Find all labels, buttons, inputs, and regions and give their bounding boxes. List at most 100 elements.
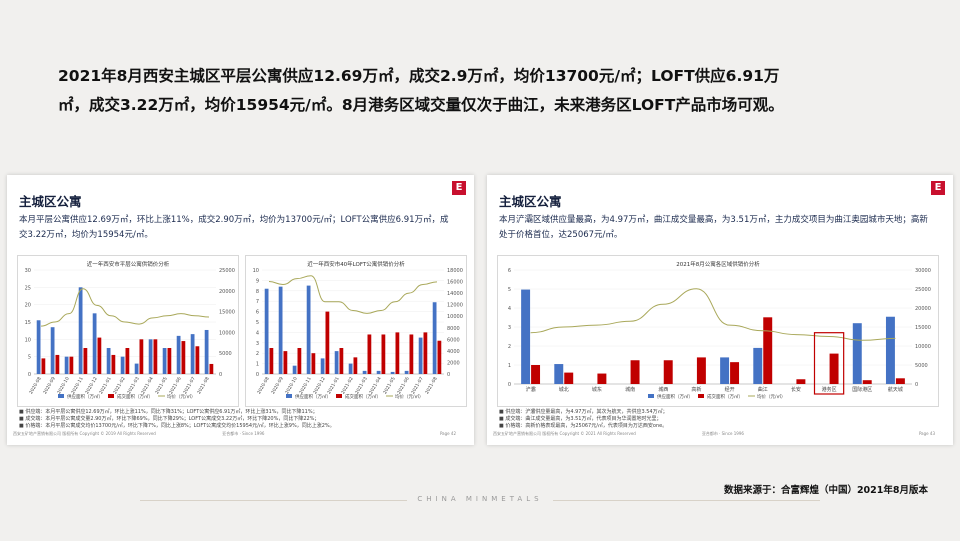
bar-supply	[348, 363, 353, 374]
y-tick-label: 4	[256, 330, 259, 336]
x-tick-label: 2020-10	[56, 376, 71, 395]
y2-tick-label: 25000	[219, 268, 235, 274]
y2-tick-label: 5000	[219, 351, 232, 357]
bar-deal	[97, 337, 102, 374]
bar-supply	[50, 327, 55, 374]
bar-deal	[69, 356, 74, 374]
note-supply: ■ 供应端：本月平层公寓供应12.69万㎡，环比上涨11%，同比下降31%；LO…	[19, 409, 318, 415]
y2-tick-label: 30000	[915, 268, 931, 274]
x-tick-label: 2021-05	[154, 376, 169, 395]
y-tick-label: 3	[256, 341, 259, 347]
bar-deal	[630, 360, 640, 384]
bar-supply	[885, 316, 895, 384]
x-tick-label: 2021-01	[98, 376, 113, 395]
legend-label: 均价（元/㎡）	[167, 393, 196, 400]
legend-swatch-supply	[648, 394, 654, 398]
x-tick-label: 2021-04	[368, 376, 383, 395]
chart-district-apartment-svg: 0 1 2 3 4 5 6 0 5000 10000 15000 20000 25000 30000 浐灞 城…	[508, 268, 931, 400]
bar-deal	[423, 332, 428, 374]
chart-title: 2021年8月公寓各区域供销价分析	[676, 262, 760, 268]
bar-deal	[297, 348, 302, 374]
bar-deal	[409, 334, 414, 374]
legend-swatch-deal	[108, 394, 114, 398]
bar-supply	[106, 348, 111, 374]
footer-page: Page 43	[918, 431, 935, 436]
legend-label: 成交面积（万㎡）	[345, 393, 381, 400]
x-tick-label: 2021-08	[424, 376, 439, 395]
x-tick-label: 国际港区	[852, 386, 872, 393]
y-tick-label: 7	[256, 299, 259, 305]
chart-flat-apartment-svg: 0 5 10 15 20 25 30 0 5000 10000 15000 20000 25000 202…	[25, 268, 235, 400]
chart-title: 近一年西安市40年LOFT公寓供销价分析	[307, 262, 405, 268]
chart-district-apartment: 2021年8月公寓各区域供销价分析 0 1 2 3 4 5 6 0 5000 10000 15000…	[497, 255, 939, 407]
brand-logo-icon: E	[931, 181, 945, 195]
x-tick-label: 经开	[725, 386, 735, 393]
headline-line-2: ㎡，成交3.22万㎡，均价15954元/㎡。8月港务区域交量仅次于曲江，未来港务…	[58, 96, 784, 114]
y-tick-label: 4	[508, 306, 511, 312]
bar-supply	[92, 313, 97, 374]
bar-supply	[852, 323, 862, 384]
y-tick-label: 2	[256, 351, 259, 357]
x-tick-label: 2021-06	[396, 376, 411, 395]
y-tick-label: 6	[256, 310, 259, 316]
bar-deal	[381, 334, 386, 374]
bar-supply	[134, 363, 139, 374]
bar-deal	[597, 373, 607, 384]
y-tick-label: 3	[508, 325, 511, 331]
panel-footer: 西安五矿地产营销有限公司 版权所有 Copyright © 2021 All R…	[493, 431, 947, 437]
bar-deal	[55, 354, 60, 374]
legend-swatch-supply	[286, 394, 292, 398]
x-tick-label: 城南	[625, 386, 635, 393]
footer-copyright: 西安五矿地产营销有限公司 版权所有 Copyright © 2021 All R…	[493, 431, 636, 436]
x-tick-label: 2021-07	[410, 376, 425, 395]
note-price: ■ 价格端：高新价格表现最高，为25067元/㎡，代表项目为万达西安one。	[499, 423, 668, 429]
brand-logo-icon: E	[452, 181, 466, 195]
y2-tick-label: 15000	[219, 310, 235, 316]
legend-label: 成交面积（万㎡）	[707, 393, 743, 400]
x-tick-label: 2020-09	[270, 376, 285, 395]
x-tick-label: 2020-11	[298, 376, 313, 395]
x-tick-label: 2020-08	[256, 376, 271, 395]
x-tick-label: 2020-10	[284, 376, 299, 395]
bar-deal	[895, 378, 905, 384]
chart-loft-apartment-svg: 0 1 2 3 4 5 6 7 8 9 10 0 2000 4000 6000 8000 10000 12000 1…	[253, 268, 463, 400]
bar-deal	[283, 351, 288, 374]
bar-deal	[339, 348, 344, 374]
y-tick-label: 9	[256, 278, 259, 284]
y-tick-label: 10	[25, 337, 31, 343]
x-tick-label: 2020-12	[84, 376, 99, 395]
y-tick-label: 25	[25, 285, 31, 291]
y2-tick-label: 15000	[915, 325, 931, 331]
bar-supply	[78, 287, 83, 374]
bar-deal	[696, 357, 706, 384]
bar-deal	[195, 346, 200, 374]
y2-tick-label: 10000	[915, 344, 931, 350]
y2-tick-label: 8000	[447, 326, 460, 332]
bar-supply	[432, 302, 437, 374]
panel-description: 本月平层公寓供应12.69万㎡，环比上涨11%，成交2.90万㎡，均价为1370…	[19, 215, 449, 240]
x-tick-label: 曲江	[758, 386, 768, 393]
price-line	[530, 288, 896, 341]
bar-deal	[153, 339, 158, 374]
y-tick-label: 30	[25, 268, 31, 274]
y2-tick-label: 5000	[915, 363, 928, 369]
bar-deal	[862, 380, 872, 384]
bar-deal	[531, 365, 541, 384]
bar-supply	[418, 337, 423, 374]
y2-tick-label: 10000	[219, 330, 235, 336]
data-source-note: 数据来源于：合富辉煌（中国）2021年8月版本	[723, 485, 928, 496]
x-tick-label: 浐灞	[526, 386, 536, 393]
bar-supply	[720, 357, 730, 384]
bar-supply	[176, 335, 181, 374]
x-tick-label: 城东	[592, 386, 602, 393]
legend-label: 均价（元/㎡）	[757, 393, 786, 400]
bar-deal	[139, 339, 144, 374]
panel-footer: 西安五矿地产营销有限公司 版权所有 Copyright © 2019 All R…	[13, 431, 468, 437]
chart-flat-apartment: 近一年西安市平层公寓供销价分析 0 5 10 15 20 25 30 0 5000 10000 15…	[17, 255, 239, 407]
bar-deal	[269, 348, 274, 374]
bar-deal	[437, 340, 442, 374]
y2-tick-label: 16000	[447, 280, 463, 286]
highlight-box	[813, 332, 845, 395]
x-tick-label: 2020-09	[42, 376, 57, 395]
bar-deal	[125, 348, 130, 374]
